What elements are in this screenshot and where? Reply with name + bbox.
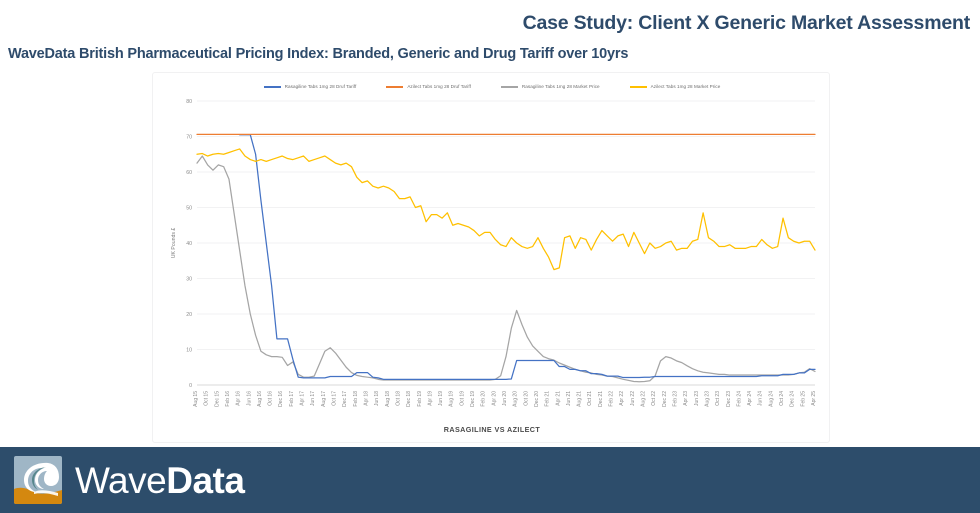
x-tick-label: Oct 19 bbox=[459, 391, 465, 406]
chart-svg: 0 10 20 30 40 50 60 70 80 UK Pounds £ Aug 15 Oct 15… bbox=[171, 99, 817, 407]
x-tick-label: Feb 20 bbox=[481, 391, 487, 407]
x-tick-label: Apr 23 bbox=[683, 391, 689, 406]
legend-item-0[interactable]: Rasagiline Tabs 1mg 28 Druf Tariff bbox=[263, 84, 357, 89]
x-tick-label: Oct 23 bbox=[715, 391, 721, 406]
x-tick-label: Oct 21 bbox=[587, 391, 593, 406]
x-tick-label: Aug 15 bbox=[193, 391, 199, 407]
x-tick-label: Jun 16 bbox=[246, 391, 252, 406]
y-tick-label: 40 bbox=[186, 241, 192, 247]
x-tick-label: Aug 17 bbox=[321, 391, 327, 407]
wavedata-wordmark: WaveData bbox=[75, 459, 245, 501]
x-tick-label: Apr 21 bbox=[555, 391, 561, 406]
legend-item-1[interactable]: Azilect Tabs 1mg 28 Druf Tariff bbox=[386, 84, 471, 89]
x-tick-label: Oct 20 bbox=[523, 391, 529, 406]
series-line-0 bbox=[238, 134, 816, 380]
x-tick-label: Dec 16 bbox=[278, 391, 284, 407]
y-tick-label: 0 bbox=[189, 383, 192, 389]
x-tick-label: Dec 23 bbox=[726, 391, 732, 407]
y-tick-label: 70 bbox=[186, 134, 192, 140]
x-tick-label: Feb 16 bbox=[225, 391, 231, 407]
x-tick-label: Aug 23 bbox=[704, 391, 710, 407]
series-line-3 bbox=[196, 148, 816, 271]
x-tick-label: Dec 20 bbox=[534, 391, 540, 407]
legend-swatch-icon bbox=[263, 85, 281, 88]
legend-item-3[interactable]: Azilect Tabs 1mg 28 Market Price bbox=[629, 84, 721, 89]
x-tick-label: Aug 18 bbox=[385, 391, 391, 407]
x-tick-label: Feb 23 bbox=[672, 391, 678, 407]
y-tick-label: 60 bbox=[186, 170, 192, 176]
x-tick-label: Feb 25 bbox=[800, 391, 806, 407]
legend-swatch-icon bbox=[386, 85, 404, 88]
x-tick-label: Jun 17 bbox=[310, 391, 316, 406]
x-tick-label: Jun 21 bbox=[566, 391, 572, 406]
x-tick-label: Oct 24 bbox=[779, 391, 785, 406]
x-tick-label: Apr 18 bbox=[363, 391, 369, 406]
x-tick-label: Aug 19 bbox=[449, 391, 455, 407]
x-tick-label: Feb 24 bbox=[736, 391, 742, 407]
x-tick-label: Feb 22 bbox=[609, 391, 615, 407]
brand-wave: Wave bbox=[75, 459, 167, 501]
slide-header: Case Study: Client X Generic Market Asse… bbox=[0, 0, 980, 62]
x-tick-label: Dec 17 bbox=[342, 391, 348, 407]
x-tick-label: Dec 19 bbox=[470, 391, 476, 407]
legend-item-2[interactable]: Rasagiline Tabs 1mg 28 Market Price bbox=[500, 84, 600, 89]
legend-label: Rasagiline Tabs 1mg 28 Druf Tariff bbox=[284, 84, 357, 89]
x-tick-label: Feb 18 bbox=[353, 391, 359, 407]
x-tick-label: Aug 22 bbox=[641, 391, 647, 407]
x-tick-label: Jun 24 bbox=[758, 391, 764, 406]
x-tick-label: Oct 17 bbox=[332, 391, 338, 406]
x-tick-label: Dec 22 bbox=[662, 391, 668, 407]
chart-panel: Rasagiline Tabs 1mg 28 Druf Tariff Azilec… bbox=[152, 72, 830, 443]
legend-label: Rasagiline Tabs 1mg 28 Market Price bbox=[521, 84, 600, 89]
x-axis-title: RASAGILINE VS AZILECT bbox=[443, 425, 541, 434]
x-tick-label: Jun 20 bbox=[502, 391, 508, 406]
brand-data: Data bbox=[166, 459, 245, 501]
x-tick-label: Apr 17 bbox=[300, 391, 306, 406]
x-tick-label: Feb 17 bbox=[289, 391, 295, 407]
y-tick-label: 30 bbox=[186, 276, 192, 282]
x-tick-label: Oct 16 bbox=[268, 391, 274, 406]
x-tick-label: Oct 18 bbox=[395, 391, 401, 406]
legend-label: Azilect Tabs 1mg 28 Druf Tariff bbox=[407, 84, 471, 89]
x-tick-label: Aug 24 bbox=[768, 391, 774, 407]
y-tick-label: 20 bbox=[186, 312, 192, 318]
x-tick-label: Apr 25 bbox=[811, 391, 817, 406]
x-tick-label: Apr 16 bbox=[236, 391, 242, 406]
y-tick-label: 10 bbox=[186, 347, 192, 353]
wave-logo-icon bbox=[14, 456, 62, 504]
x-tick-label: Aug 21 bbox=[577, 391, 583, 407]
x-tick-label: Dec 18 bbox=[406, 391, 412, 407]
x-tick-label: Aug 16 bbox=[257, 391, 263, 407]
x-tick-label: Apr 19 bbox=[427, 391, 433, 406]
legend-label: Azilect Tabs 1mg 28 Market Price bbox=[650, 84, 721, 89]
y-tick-label: 80 bbox=[186, 99, 192, 105]
x-tick-label: Jun 19 bbox=[438, 391, 444, 406]
x-tick-label: Dec 24 bbox=[790, 391, 796, 407]
legend-swatch-icon bbox=[629, 85, 647, 88]
x-tick-label: Apr 22 bbox=[619, 391, 625, 406]
chart-legend: Rasagiline Tabs 1mg 28 Druf Tariff Azilec… bbox=[153, 84, 831, 89]
x-tick-label: Dec 21 bbox=[598, 391, 604, 407]
x-tick-label: Feb 21 bbox=[545, 391, 551, 407]
x-tick-label: Aug 20 bbox=[513, 391, 519, 407]
y-axis-title: UK Pounds £ bbox=[171, 228, 177, 259]
x-tick-label: Apr 20 bbox=[491, 391, 497, 406]
x-tick-label: Oct 15 bbox=[204, 391, 210, 406]
pricing-index-subtitle: WaveData British Pharmaceutical Pricing … bbox=[8, 46, 629, 62]
footer-bar: WaveData bbox=[0, 447, 980, 513]
x-tick-label: Oct 22 bbox=[651, 391, 657, 406]
plot-area: 0 10 20 30 40 50 60 70 80 UK Pounds £ Aug 15 Oct 15… bbox=[153, 73, 831, 444]
x-tick-label: Jun 22 bbox=[630, 391, 636, 406]
y-tick-label: 50 bbox=[186, 205, 192, 211]
x-tick-label: Jun 18 bbox=[374, 391, 380, 406]
x-tick-label: Feb 19 bbox=[417, 391, 423, 407]
x-tick-label: Jun 23 bbox=[694, 391, 700, 406]
case-study-title: Case Study: Client X Generic Market Asse… bbox=[522, 12, 971, 34]
legend-swatch-icon bbox=[500, 85, 518, 88]
x-tick-label: Dec 15 bbox=[214, 391, 220, 407]
x-tick-label: Apr 24 bbox=[747, 391, 753, 406]
series-line-2 bbox=[196, 155, 816, 383]
